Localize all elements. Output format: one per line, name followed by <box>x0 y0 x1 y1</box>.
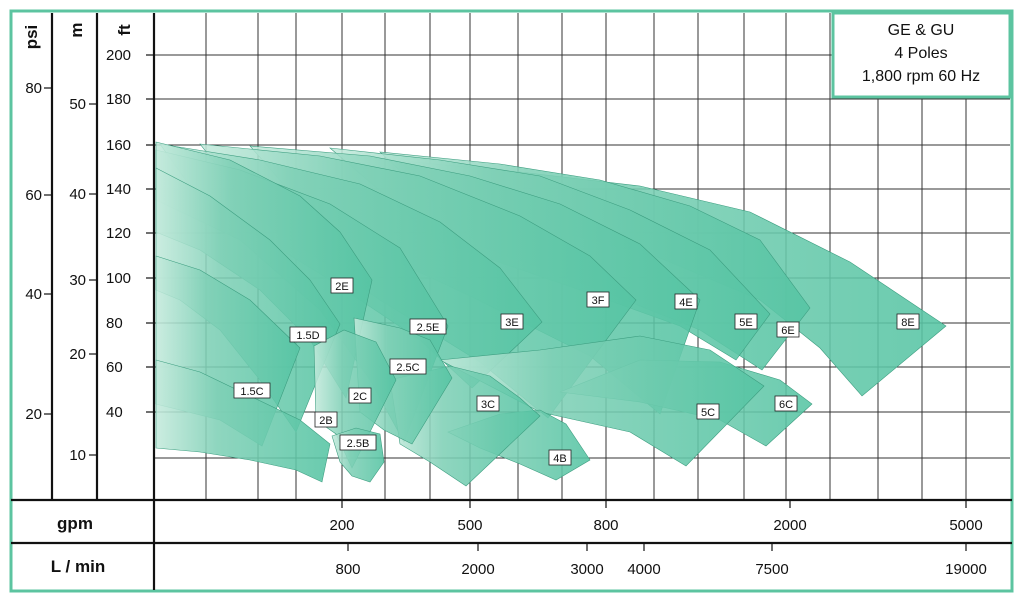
gpm-axis-label: gpm <box>57 514 93 533</box>
curve-label-box <box>233 382 271 399</box>
legend-box <box>831 11 1012 99</box>
axis-unit-label: psi <box>22 25 41 50</box>
axis-unit-label: ft <box>115 24 134 36</box>
legend-line-2: 4 Poles <box>894 45 947 62</box>
curve-region-2B <box>155 359 331 483</box>
axis-tick-label: 500 <box>457 517 482 534</box>
curve-label-box <box>330 277 354 294</box>
axis-tick-label: 120 <box>106 225 131 242</box>
curve-labels: 1.5C 1.5D 2B 2C 2E 2.5B 2.5C 2.5E 3C 3E 3F 4B 4E 5C 5E… <box>233 277 920 466</box>
curve-label: 6E <box>781 325 794 337</box>
axes: psi m ft 80 60 40 20 50 40 30 20 10 200 180 160 140 120 1… <box>11 13 1012 590</box>
axis-tick-label: 80 <box>25 80 42 97</box>
lmin-axis-label: L / min <box>51 557 105 576</box>
axis-tick-label: 200 <box>106 47 131 64</box>
axis-tick-label: 7500 <box>755 561 788 578</box>
curve-label: 1.5D <box>296 330 319 342</box>
curve-label-box <box>774 395 798 412</box>
curve-label: 1.5C <box>240 386 263 398</box>
curve-label-box <box>696 403 720 420</box>
axis-tick-label: 10 <box>69 447 86 464</box>
curve-label-box <box>500 313 524 330</box>
axis-tick-label: 40 <box>106 404 123 421</box>
axis-tick-label: 4000 <box>627 561 660 578</box>
axis-tick-label: 180 <box>106 91 131 108</box>
axis-tick-label: 5000 <box>949 517 982 534</box>
axis-tick-label: 60 <box>106 359 123 376</box>
curve-label: 4E <box>679 297 692 309</box>
curve-label-box <box>674 293 698 310</box>
curve-label-box <box>776 321 800 338</box>
axis-tick-label: 2000 <box>773 517 806 534</box>
axis-tick-label: 40 <box>25 286 42 303</box>
curve-label-box <box>409 318 447 335</box>
curve-label: 8E <box>901 317 914 329</box>
axis-tick-label: 20 <box>69 346 86 363</box>
axis-tick-label: 800 <box>593 517 618 534</box>
axis-tick-label: 60 <box>25 187 42 204</box>
axis-tick-label: 3000 <box>570 561 603 578</box>
curve-region-5C <box>438 335 765 467</box>
curve-label: 2.5E <box>417 322 440 334</box>
axis-tick-label: 80 <box>106 315 123 332</box>
curve-label: 2.5C <box>396 362 419 374</box>
legend-line-3: 1,800 rpm 60 Hz <box>862 68 980 85</box>
curve-label: 3C <box>481 399 495 411</box>
axis-tick-label: 200 <box>329 517 354 534</box>
curve-label: 3F <box>592 295 605 307</box>
curve-label-box <box>548 449 572 466</box>
axis-tick-label: 2000 <box>461 561 494 578</box>
chart-frame <box>9 9 1014 593</box>
axis-tick-label: 40 <box>69 186 86 203</box>
curve-label-box <box>314 411 338 428</box>
axis-tick-label: 50 <box>69 96 86 113</box>
curve-label: 2E <box>335 281 348 293</box>
axis-tick-label: 100 <box>106 270 131 287</box>
axis-tick-label: 19000 <box>945 561 987 578</box>
curve-label-box <box>896 313 920 330</box>
axis-tick-label: 20 <box>25 406 42 423</box>
curve-label: 2C <box>353 391 367 403</box>
curve-label: 3E <box>505 317 518 329</box>
curve-regions <box>155 141 947 487</box>
curve-label: 2.5B <box>347 438 370 450</box>
curve-label-box <box>389 358 427 375</box>
legend-line-1: GE & GU <box>888 22 955 39</box>
legend: GE & GU 4 Poles 1,800 rpm 60 Hz <box>831 11 1012 99</box>
curve-label: 4B <box>553 453 566 465</box>
axis-tick-label: 30 <box>69 272 86 289</box>
curve-label-box <box>586 291 610 308</box>
axis-tick-label: 800 <box>335 561 360 578</box>
curve-label-box <box>734 313 758 330</box>
axis-unit-label: m <box>67 22 86 37</box>
curve-label-box <box>289 326 327 343</box>
curve-label: 5E <box>739 317 752 329</box>
curve-label: 5C <box>701 407 715 419</box>
curve-label-box <box>348 387 372 404</box>
axis-tick-label: 160 <box>106 137 131 154</box>
curve-label: 6C <box>779 399 793 411</box>
curve-label-box <box>339 434 377 451</box>
curve-label: 2B <box>319 415 332 427</box>
curve-label-box <box>476 395 500 412</box>
axis-tick-label: 140 <box>106 181 131 198</box>
